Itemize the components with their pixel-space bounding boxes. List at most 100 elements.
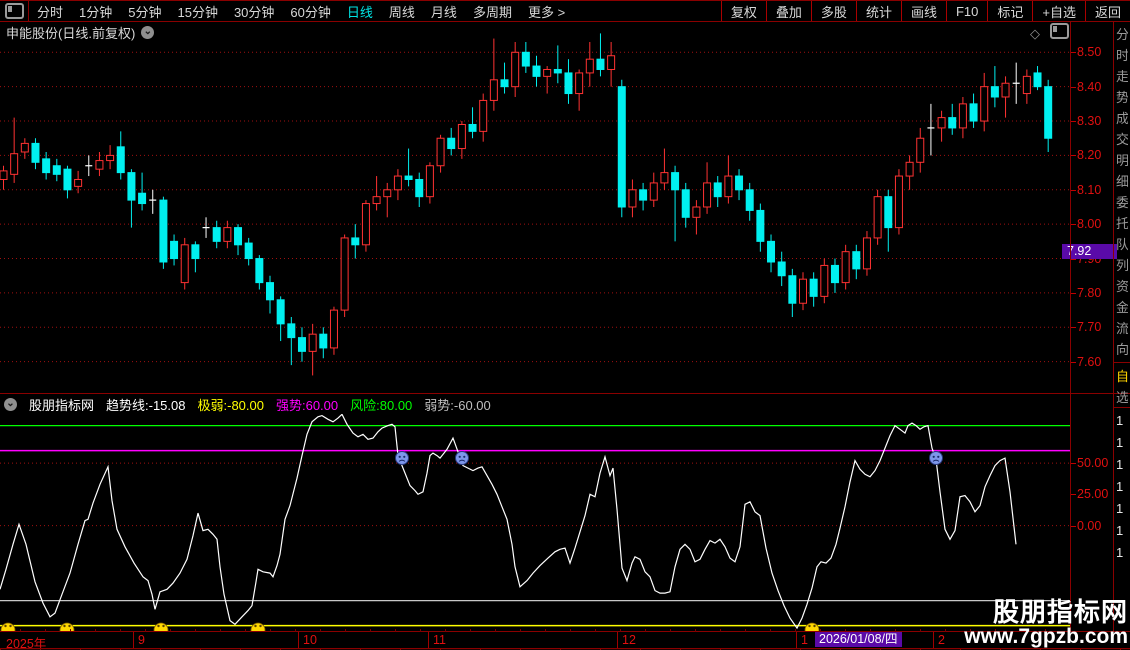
watchlist-flag[interactable]: 自	[1116, 369, 1128, 384]
menu-action-1[interactable]: 叠加	[765, 1, 811, 21]
menu-action-7[interactable]: +自选	[1032, 1, 1085, 21]
sidebar-tool[interactable]: 列	[1116, 258, 1128, 273]
week-tick	[470, 629, 471, 632]
week-tick	[920, 629, 921, 632]
sidebar-tool[interactable]: 成	[1116, 111, 1128, 126]
sidebar-tool[interactable]: 交	[1116, 132, 1128, 147]
week-tick	[245, 629, 246, 632]
menu-period-9[interactable]: 多周期	[472, 4, 512, 20]
indicator-axis-label: 50.00	[1077, 456, 1109, 471]
price-tick	[1070, 155, 1076, 157]
sidebar-tool[interactable]: 走	[1116, 69, 1128, 84]
menu-period-3[interactable]: 15分钟	[177, 4, 218, 20]
sidebar-tool[interactable]: 队	[1116, 237, 1128, 252]
menu-period-8[interactable]: 月线	[430, 4, 457, 20]
menu-period-2[interactable]: 5分钟	[128, 4, 162, 20]
title-row-icons: ◇	[1030, 23, 1069, 44]
sidebar-tool[interactable]: 流	[1116, 321, 1128, 336]
watchlist-flag2[interactable]: 选	[1116, 390, 1128, 405]
price-label: 8.00	[1077, 217, 1102, 232]
sidebar-tool[interactable]: 分	[1116, 27, 1128, 42]
week-tick	[370, 629, 371, 632]
price-tick	[1070, 292, 1076, 294]
month-tick	[428, 632, 429, 648]
watchlist-item[interactable]: 1	[1116, 413, 1124, 428]
week-tick	[1045, 629, 1046, 632]
week-tick	[570, 629, 571, 632]
watchlist-item[interactable]: 1	[1116, 435, 1124, 450]
week-tick	[870, 629, 871, 632]
sidebar-tool[interactable]: 委	[1116, 195, 1128, 210]
week-tick	[770, 629, 771, 632]
week-tick	[495, 629, 496, 632]
sidebar-tool[interactable]: 金	[1116, 300, 1128, 315]
menu-period-4[interactable]: 30分钟	[233, 4, 275, 20]
menu-period-0[interactable]: 分时	[37, 4, 64, 20]
right-sidebar-strip[interactable]: 分时走势成交明细委托队列资金流向自选 1 1 1 1 1 1 1	[1113, 21, 1130, 631]
month-tick	[617, 632, 618, 648]
panel-toggle-button[interactable]	[0, 1, 29, 21]
week-tick	[695, 629, 696, 632]
sidebar-tool[interactable]: 细	[1116, 174, 1128, 189]
watchlist-item[interactable]: 1	[1116, 479, 1124, 494]
period-menu: 分时 1分钟 5分钟 15分钟 30分钟 60分钟 日线 周线 月线 多周期 更多 >	[29, 2, 573, 21]
sidebar-tool[interactable]: 时	[1116, 48, 1128, 63]
week-tick	[820, 629, 821, 632]
sad-face-icon	[455, 451, 469, 465]
watchlist-item[interactable]: 1	[1116, 501, 1124, 516]
indicator-chart[interactable]	[0, 414, 1070, 631]
month-label: 12	[622, 633, 636, 647]
week-tick	[320, 629, 321, 632]
collapse-icon[interactable]: ⌄	[4, 398, 17, 411]
panel-toggle-icon	[4, 3, 24, 19]
sidebar-tool[interactable]: 向	[1116, 342, 1128, 357]
week-tick	[620, 629, 621, 632]
price-label: 7.80	[1077, 285, 1102, 300]
price-label: 8.50	[1077, 45, 1102, 60]
menu-period-1[interactable]: 1分钟	[79, 4, 113, 20]
sad-face-icon	[395, 451, 409, 465]
chevron-down-icon[interactable]: ⌄	[141, 25, 155, 39]
week-tick	[895, 629, 896, 632]
menu-action-3[interactable]: 统计	[855, 1, 901, 21]
menu-period-5[interactable]: 60分钟	[290, 4, 331, 20]
menu-period-7[interactable]: 周线	[388, 4, 415, 20]
menu-action-4[interactable]: 画线	[900, 1, 946, 21]
indicator-readout-3: 风险:80.00	[350, 398, 413, 413]
layout-icon[interactable]	[1050, 23, 1069, 44]
menu-action-2[interactable]: 多股	[810, 1, 856, 21]
price-tick	[1070, 52, 1076, 54]
watchlist-item[interactable]: 1	[1116, 457, 1124, 472]
indicator-tick	[1070, 525, 1076, 527]
sidebar-tool[interactable]: 明	[1116, 153, 1128, 168]
price-label: 8.40	[1077, 79, 1102, 94]
axis-border	[1070, 21, 1071, 648]
sidebar-tool[interactable]: 托	[1116, 216, 1128, 231]
watchlist-item[interactable]: 1	[1116, 523, 1124, 538]
diamond-icon[interactable]: ◇	[1030, 25, 1040, 41]
watchlist-item[interactable]: 1	[1116, 545, 1124, 560]
week-tick	[120, 629, 121, 632]
top-menu-bar: 分时 1分钟 5分钟 15分钟 30分钟 60分钟 日线 周线 月线 多周期 更多 > 复权 叠加 多股…	[0, 1, 1130, 22]
month-label: 10	[303, 633, 317, 647]
week-tick	[520, 629, 521, 632]
month-label: 1	[801, 633, 808, 647]
menu-action-8[interactable]: 返回	[1084, 1, 1130, 21]
price-tick	[1070, 86, 1076, 88]
watermark-url: www.7gpzb.com	[964, 625, 1128, 648]
week-tick	[595, 629, 596, 632]
week-tick	[70, 629, 71, 632]
watermark-site-name: 股朋指标网	[992, 597, 1128, 627]
sidebar-tool[interactable]: 势	[1116, 90, 1128, 105]
menu-action-0[interactable]: 复权	[720, 1, 766, 21]
menu-period-6[interactable]: 日线	[346, 4, 373, 20]
menu-action-6[interactable]: 标记	[987, 1, 1032, 21]
sidebar-tool[interactable]: 资	[1116, 279, 1128, 294]
candlestick-chart[interactable]	[0, 30, 1070, 393]
date-axis[interactable]: 2025年 2026/01/08/四 9 10 11 12 1 2	[0, 629, 1130, 650]
menu-period-10[interactable]: 更多 >	[527, 4, 566, 20]
menu-action-5[interactable]: F10	[945, 1, 987, 21]
week-tick	[645, 629, 646, 632]
happy-face-icon	[59, 622, 75, 631]
